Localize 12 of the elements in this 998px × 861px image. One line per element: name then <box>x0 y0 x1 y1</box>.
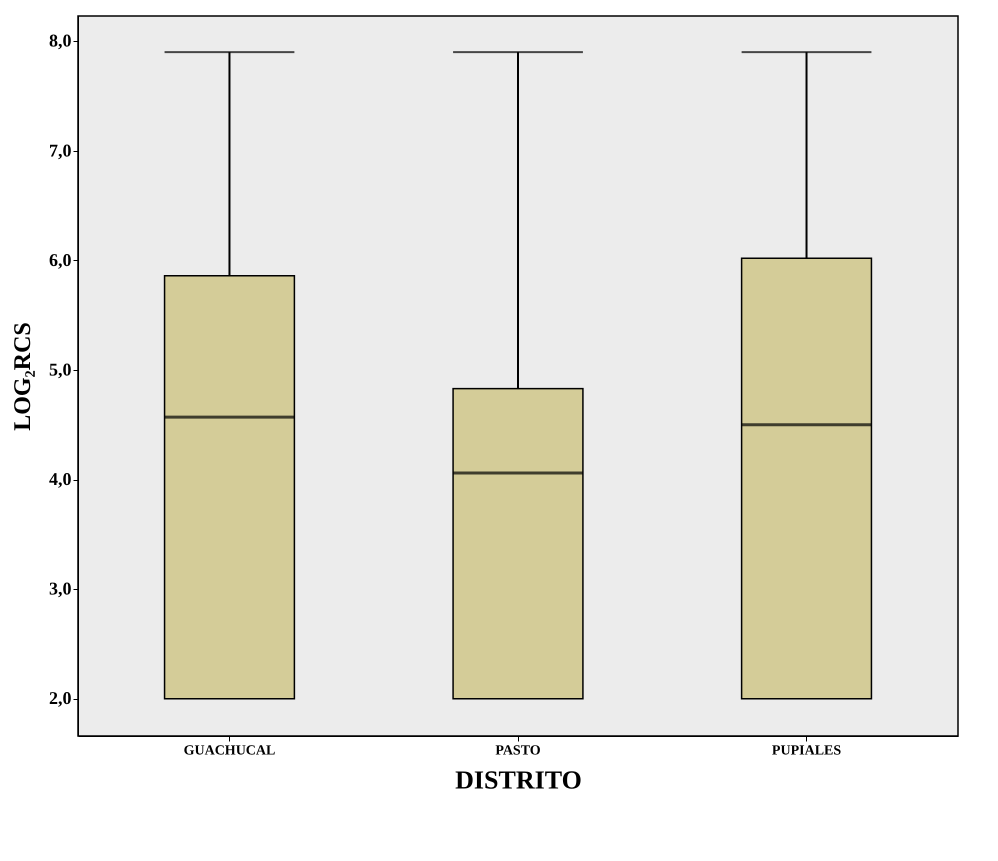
y-tick-label: 5,0 <box>49 359 72 380</box>
x-tick-label: PUPIALES <box>772 744 842 758</box>
y-tick-label: 2,0 <box>49 688 72 708</box>
y-tick-label: 3,0 <box>49 578 72 599</box>
x-tick-label: GUACHUCAL <box>184 744 276 758</box>
y-tick-label: 7,0 <box>49 140 72 160</box>
y-tick-label: 8,0 <box>49 30 72 51</box>
x-tick-label: PASTO <box>495 744 541 758</box>
y-axis-title: LOG₂RCS <box>10 322 36 431</box>
y-tick-label: 6,0 <box>49 250 72 270</box>
x-axis-title: DISTRITO <box>455 766 582 794</box>
y-tick-label: 4,0 <box>49 469 72 490</box>
